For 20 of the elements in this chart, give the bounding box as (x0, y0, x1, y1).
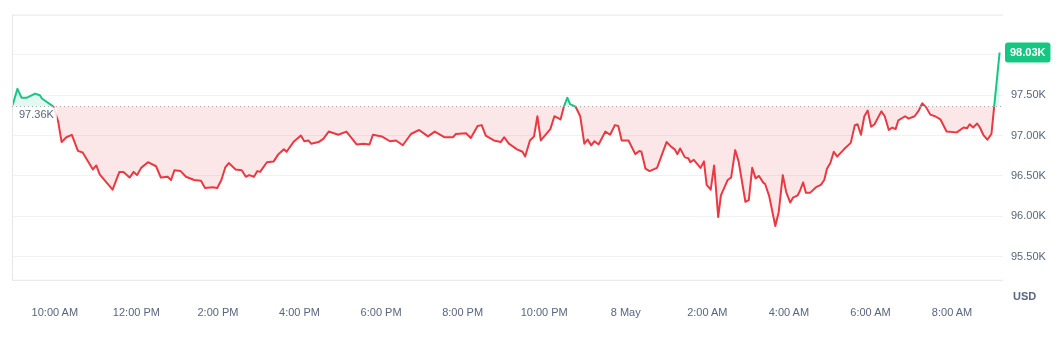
x-tick-label: 10:00 AM (31, 306, 79, 319)
x-tick-label: 12:00 PM (112, 306, 160, 319)
x-tick-label: 10:00 PM (520, 306, 568, 319)
x-tick-label: 4:00 AM (768, 306, 810, 319)
ref-line-label: 97.36K (19, 108, 55, 121)
y-axis-title: USD (1013, 289, 1037, 302)
x-tick-label: 6:00 PM (360, 306, 402, 319)
annotation: 98.03K (1010, 45, 1046, 58)
y-tick-label: 97.50K (1011, 88, 1047, 101)
y-tick-label: 96.00K (1011, 209, 1047, 222)
x-tick-label: 6:00 AM (850, 306, 891, 319)
x-tick-label: 8:00 AM (931, 306, 973, 319)
y-tick-label: 97.00K (1011, 128, 1047, 141)
x-tick-label: 8:00 PM (442, 306, 484, 319)
y-tick-label: 95.50K (1011, 249, 1047, 262)
x-tick-label: 2:00 PM (197, 306, 239, 319)
x-tick-label: 8 May (610, 306, 642, 319)
y-tick-label: 96.50K (1011, 168, 1047, 181)
x-tick-label: 2:00 AM (687, 306, 728, 319)
x-tick-label: 4:00 PM (279, 306, 320, 319)
